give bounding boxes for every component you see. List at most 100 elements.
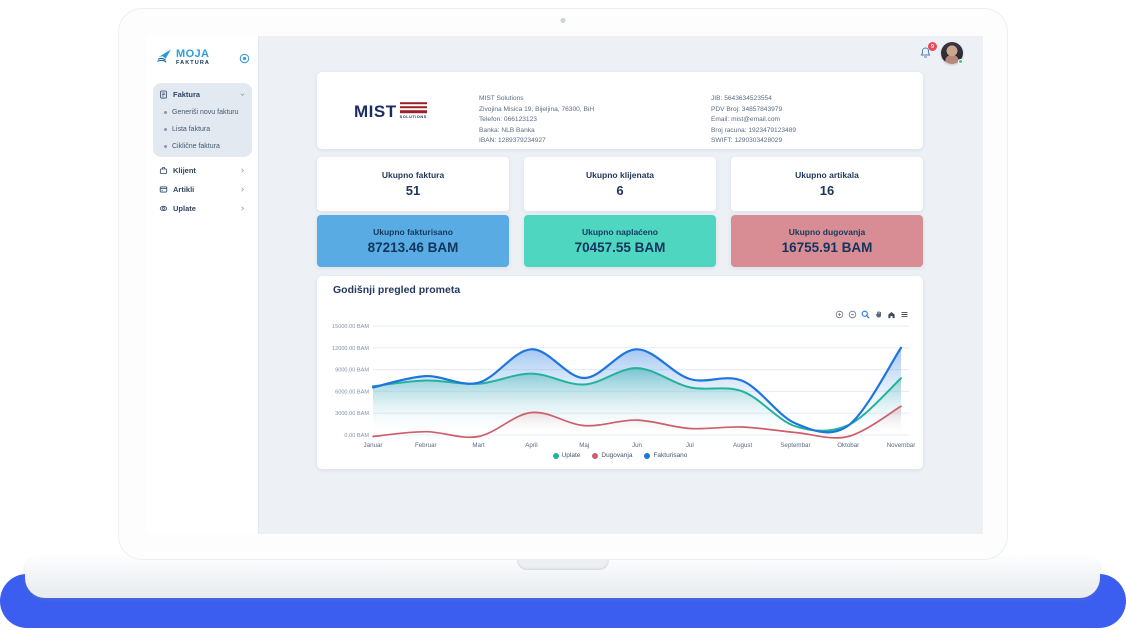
info-line: JIB: 5643634523554 bbox=[711, 95, 772, 102]
svg-text:3000.00 BAM: 3000.00 BAM bbox=[335, 411, 369, 417]
svg-text:Novembar: Novembar bbox=[887, 442, 916, 449]
legend-item-fakturisano[interactable]: Fakturisano bbox=[644, 452, 687, 459]
selection-zoom-icon[interactable] bbox=[861, 310, 870, 319]
totals-row: Ukupno fakturisano 87213.46 BAM Ukupno nap… bbox=[317, 215, 923, 267]
svg-text:Jul: Jul bbox=[686, 442, 694, 449]
sidebar-item-label: Faktura bbox=[173, 90, 201, 99]
bullet-dot bbox=[164, 145, 167, 148]
sidebar-item-label: Artikli bbox=[173, 185, 195, 194]
bullet-dot bbox=[164, 128, 167, 131]
svg-text:Septembar: Septembar bbox=[780, 442, 810, 449]
stat-label: Ukupno artikala bbox=[795, 170, 859, 180]
legend-dot bbox=[592, 452, 599, 459]
legend-item-dugovanja[interactable]: Dugovanja bbox=[592, 452, 632, 459]
chart-legend: Uplate Dugovanja Fakturisano bbox=[317, 452, 923, 459]
zoom-in-icon[interactable] bbox=[835, 310, 844, 319]
info-line: Email: mist@email.com bbox=[711, 116, 780, 124]
chevron-right-icon bbox=[239, 167, 246, 174]
svg-text:Maj: Maj bbox=[579, 442, 589, 449]
svg-text:Mart: Mart bbox=[472, 442, 485, 449]
info-line: Telefon: 066123123 bbox=[479, 116, 537, 124]
notifications-button[interactable]: 9 bbox=[919, 42, 937, 60]
payments-icon bbox=[159, 204, 168, 213]
total-card: Ukupno naplaćeno 70457.55 BAM bbox=[524, 215, 716, 267]
zoom-out-icon[interactable] bbox=[848, 310, 857, 319]
chart-toolbar bbox=[835, 310, 909, 319]
brand: MOJA FAKTURA bbox=[147, 36, 258, 77]
sidebar-menu: Faktura Generiši novu fakturu Lista faktur… bbox=[147, 77, 258, 218]
brand-name: MOJA FAKTURA bbox=[176, 49, 210, 67]
sidebar-item-faktura[interactable]: Faktura bbox=[153, 85, 252, 104]
svg-text:Oktobar: Oktobar bbox=[837, 442, 859, 449]
sidebar-toggle-icon[interactable] bbox=[239, 53, 250, 64]
sidebar-item-label: Uplate bbox=[173, 204, 196, 213]
legend-dot bbox=[552, 452, 559, 459]
pan-icon[interactable] bbox=[874, 310, 883, 319]
legend-label: Fakturisano bbox=[653, 452, 688, 459]
sidebar-item-uplate[interactable]: Uplate bbox=[153, 199, 252, 218]
legend-dot bbox=[644, 452, 651, 459]
chart-plot[interactable]: 0.00 BAM 3000.00 BAM 6000.00 BAM 9000.00 BA… bbox=[317, 304, 923, 452]
info-line: IBAN: 1289379234927 bbox=[479, 137, 546, 145]
main-area: 9 MIST SOLUTIONS bbox=[259, 36, 983, 534]
svg-text:Februar: Februar bbox=[415, 442, 437, 449]
stat-card: Ukupno klijenata 6 bbox=[524, 157, 716, 211]
sidebar-subitem-label: Generiši novu fakturu bbox=[172, 109, 239, 116]
company-logo-stripes: SOLUTIONS bbox=[399, 101, 427, 120]
company-info-card: MIST SOLUTIONS MIST Solutions Zivojina Mi… bbox=[317, 72, 923, 149]
logo-stripe bbox=[399, 110, 427, 113]
stat-label: Ukupno faktura bbox=[381, 170, 445, 180]
brand-line1: MOJA bbox=[176, 48, 210, 61]
bullet-dot bbox=[164, 111, 167, 114]
total-label: Ukupno fakturisano bbox=[373, 227, 453, 237]
laptop-notch bbox=[516, 558, 609, 570]
info-line: SWIFT: 1290303428029 bbox=[711, 137, 783, 145]
notification-badge: 9 bbox=[928, 42, 937, 51]
stat-label: Ukupno klijenata bbox=[585, 170, 654, 180]
total-card: Ukupno dugovanja 16755.91 BAM bbox=[731, 215, 923, 267]
logo-stripe bbox=[399, 105, 427, 109]
sidebar-item-klijent[interactable]: Klijent bbox=[153, 161, 252, 180]
legend-item-uplate[interactable]: Uplate bbox=[552, 452, 580, 459]
company-logo: MIST SOLUTIONS bbox=[354, 101, 427, 120]
svg-text:9000.00 BAM: 9000.00 BAM bbox=[335, 368, 369, 374]
sidebar-item-label: Klijent bbox=[173, 166, 196, 175]
info-line: MIST Solutions bbox=[479, 95, 524, 102]
brand-logo-icon bbox=[156, 47, 173, 69]
webcam-dot bbox=[560, 18, 566, 23]
total-label: Ukupno naplaćeno bbox=[581, 227, 659, 237]
info-line: Broj racuna: 1923479123489 bbox=[711, 126, 797, 134]
info-line: Banka: NLB Banka bbox=[479, 126, 535, 134]
svg-text:Jun: Jun bbox=[632, 442, 643, 449]
sidebar-item-artikli[interactable]: Artikli bbox=[153, 180, 252, 199]
svg-text:12000.00 BAM: 12000.00 BAM bbox=[332, 346, 369, 352]
brand-line2: FAKTURA bbox=[176, 60, 210, 67]
sidebar-subitem-generisi-novu-fakturu[interactable]: Generiši novu fakturu bbox=[153, 104, 252, 121]
company-logo-subtext: SOLUTIONS bbox=[399, 114, 427, 120]
user-avatar[interactable] bbox=[941, 42, 963, 64]
chevron-right-icon bbox=[239, 186, 246, 193]
svg-text:April: April bbox=[525, 442, 537, 449]
sidebar-subitem-ciklicne-faktura[interactable]: Ciklične faktura bbox=[153, 138, 252, 155]
home-icon[interactable] bbox=[887, 310, 896, 319]
laptop-screen: MOJA FAKTURA Faktura Generiši novu faktur… bbox=[118, 8, 1008, 560]
invoice-icon bbox=[159, 90, 168, 99]
menu-icon[interactable] bbox=[900, 310, 909, 319]
stat-value: 16 bbox=[819, 183, 835, 198]
sidebar-subitem-lista-faktura[interactable]: Lista faktura bbox=[153, 121, 252, 138]
legend-label: Dugovanja bbox=[601, 452, 633, 459]
laptop-base bbox=[25, 558, 1100, 598]
info-line: Zivojina Misica 19, Bijeljina, 76300, Bi… bbox=[479, 105, 595, 113]
sidebar: MOJA FAKTURA Faktura Generiši novu faktur… bbox=[147, 36, 259, 534]
total-value: 87213.46 BAM bbox=[367, 240, 459, 255]
online-status-dot bbox=[957, 58, 963, 64]
chevron-down-icon bbox=[239, 91, 246, 98]
sidebar-subitem-label: Lista faktura bbox=[172, 126, 211, 133]
stat-value: 51 bbox=[405, 183, 421, 198]
total-value: 70457.55 BAM bbox=[574, 240, 666, 255]
info-line: PDV Broj: 34857843979 bbox=[711, 105, 783, 113]
stat-value: 6 bbox=[616, 183, 624, 198]
svg-text:August: August bbox=[733, 442, 753, 449]
svg-text:0.00 BAM: 0.00 BAM bbox=[344, 433, 369, 439]
